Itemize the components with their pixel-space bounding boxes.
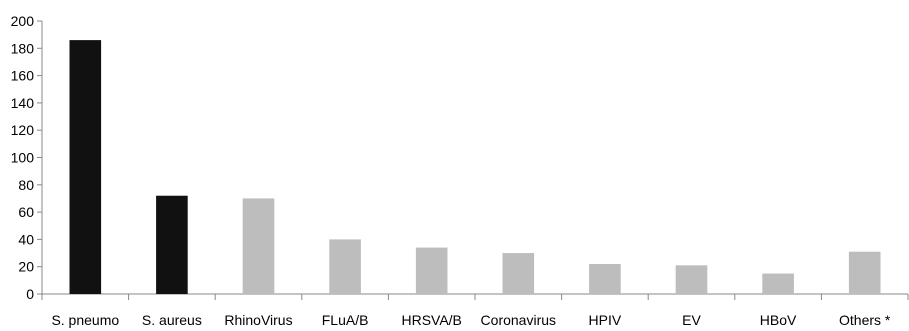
bar-hbov xyxy=(762,273,794,294)
y-axis: 0 20 40 60 80 100 120 140 160 180 200 xyxy=(11,13,43,302)
x-tick-label: RhinoVirus xyxy=(224,312,292,328)
bar-hpiv xyxy=(589,263,621,294)
bar-ev xyxy=(675,265,708,294)
x-tick-label: HBoV xyxy=(760,312,797,328)
bar-flua-b xyxy=(329,239,361,294)
y-tick-label: 40 xyxy=(18,231,34,247)
bar-coronavirus xyxy=(502,253,535,294)
y-tick-label: 180 xyxy=(11,40,35,56)
x-tick-label: Coronavirus xyxy=(481,312,556,328)
bars xyxy=(69,40,881,294)
y-tick-label: 120 xyxy=(11,122,35,138)
y-tick-label: 100 xyxy=(11,150,35,166)
y-tick-label: 60 xyxy=(18,204,34,220)
bar-rhinovirus xyxy=(242,198,275,294)
x-tick-label: FLuA/B xyxy=(322,312,369,328)
bar-s-pneumo xyxy=(69,40,102,294)
x-tick-label: S. aureus xyxy=(142,312,202,328)
y-tick-label: 80 xyxy=(18,177,34,193)
bar-others xyxy=(848,251,881,294)
x-tick-label: S. pneumo xyxy=(51,312,119,328)
x-axis: S. pneumo S. aureus RhinoVirus FLuA/B HRSVA/… xyxy=(41,293,909,328)
x-tick-label: HRSVA/B xyxy=(401,312,461,328)
y-tick-label: 160 xyxy=(11,68,35,84)
bar-s-aureus xyxy=(156,195,188,294)
y-tick-label: 140 xyxy=(11,95,35,111)
x-tick-label: HPIV xyxy=(589,312,622,328)
bar-hrsva-b xyxy=(415,247,448,294)
y-tick-label: 20 xyxy=(18,259,34,275)
x-tick-label: EV xyxy=(682,312,701,328)
y-tick-label: 200 xyxy=(11,13,35,29)
x-tick-label: Others * xyxy=(839,312,891,328)
y-tick-label: 0 xyxy=(26,286,34,302)
